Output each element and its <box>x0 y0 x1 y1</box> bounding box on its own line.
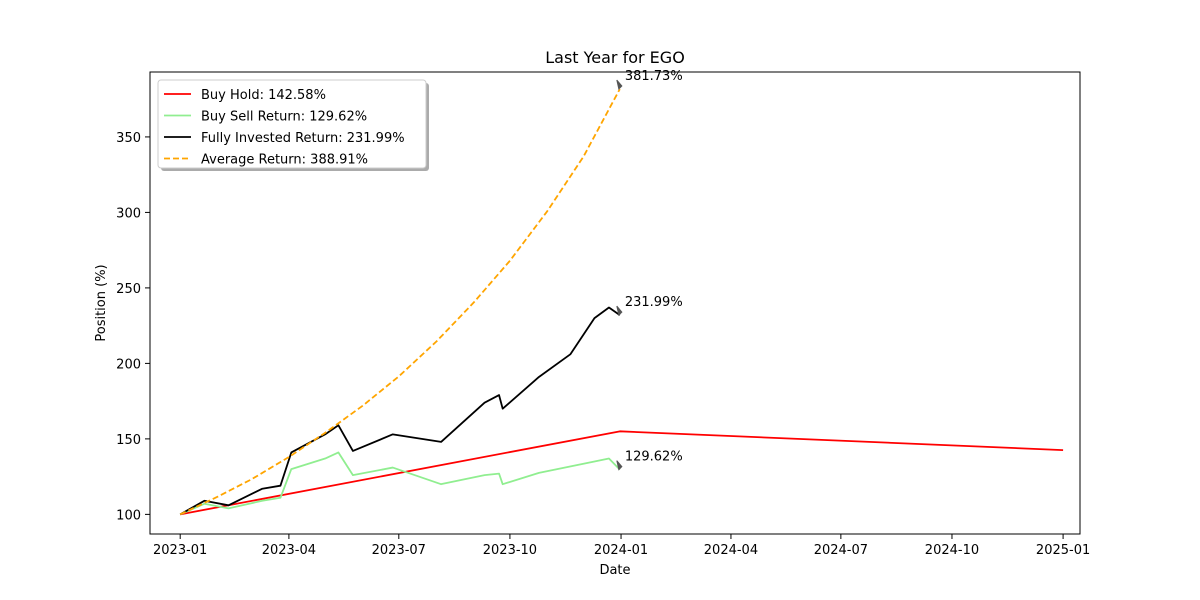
x-tick-label: 2024-04 <box>704 543 758 558</box>
y-tick-label: 100 <box>116 508 141 523</box>
annotation-arrow <box>616 460 623 471</box>
chart-title: Last Year for EGO <box>545 48 685 67</box>
y-axis-title: Position (%) <box>94 264 109 341</box>
legend-entry-label: Fully Invested Return: 231.99% <box>201 131 405 146</box>
series-line-fully-invested-return <box>179 306 621 516</box>
y-tick-label: 300 <box>116 206 141 221</box>
series-line-average-return <box>179 88 621 516</box>
legend-entry-label: Buy Sell Return: 129.62% <box>201 110 367 125</box>
x-tick-label: 2023-04 <box>262 543 316 558</box>
x-tick-label: 2024-10 <box>925 543 979 558</box>
legend-entry-label: Average Return: 388.91% <box>201 153 368 168</box>
x-tick-label: 2023-10 <box>483 543 537 558</box>
x-axis-title: Date <box>599 563 630 578</box>
annotation-label: 129.62% <box>625 450 683 465</box>
x-axis-ticks: 2023-01 2023-04 2023-07 2023-10 2024-01 2024-… <box>153 534 1090 558</box>
annotation-layer: 381.73% 231.99% 129.62% <box>616 69 683 471</box>
annotation-label: 381.73% <box>625 69 683 84</box>
annotation-label: 231.99% <box>625 295 683 310</box>
y-tick-label: 350 <box>116 131 141 146</box>
series-layer <box>179 88 1064 516</box>
y-axis-ticks: 100 150 200 250 300 350 <box>116 131 150 523</box>
y-tick-label: 200 <box>116 357 141 372</box>
y-tick-label: 150 <box>116 433 141 448</box>
legend-box <box>157 79 427 169</box>
legend: Buy Hold: 142.58% Buy Sell Return: 129.62… <box>157 79 429 171</box>
plot-area-frame <box>149 71 1081 535</box>
annotation-arrow <box>616 305 623 317</box>
x-tick-label: 2024-01 <box>594 543 648 558</box>
legend-entry-label: Buy Hold: 142.58% <box>201 88 326 103</box>
y-tick-label: 250 <box>116 282 141 297</box>
x-tick-label: 2023-07 <box>372 543 426 558</box>
series-line-buy-sell-return <box>179 451 621 516</box>
x-tick-label: 2024-07 <box>814 543 868 558</box>
series-line-buy-hold <box>180 430 1064 516</box>
annotation-arrow <box>616 79 623 91</box>
x-tick-label: 2023-01 <box>153 543 207 558</box>
x-tick-label: 2025-01 <box>1036 543 1090 558</box>
